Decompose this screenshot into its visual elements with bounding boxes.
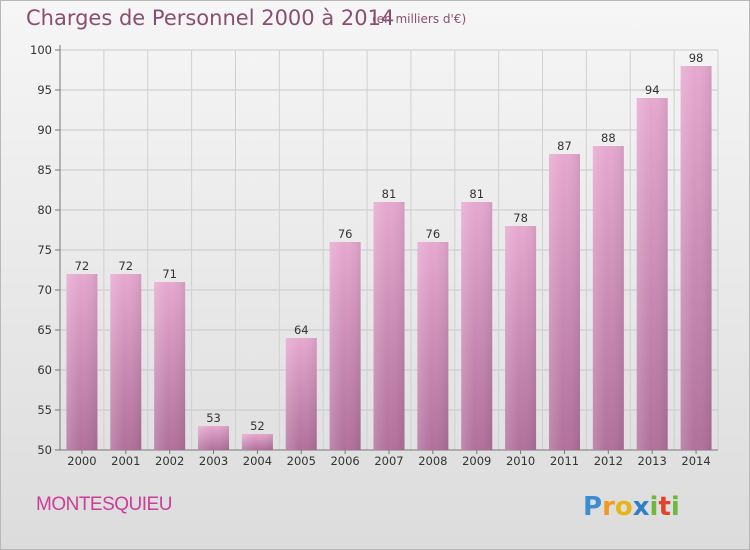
bar-shade xyxy=(66,274,98,450)
data-label-2006: 76 xyxy=(338,227,353,241)
data-label-2010: 78 xyxy=(513,211,528,225)
data-label-2011: 87 xyxy=(557,139,572,153)
bar-shade xyxy=(285,338,317,450)
y-tick-label: 55 xyxy=(37,403,52,417)
x-tick-label-2013: 2013 xyxy=(638,454,667,468)
data-label-2001: 72 xyxy=(118,259,133,273)
x-tick-label-2001: 2001 xyxy=(111,454,140,468)
data-labels: 72 72 71 53 52 64 76 81 76 81 78 87 88 94 98 xyxy=(75,51,704,433)
x-tick-label-2010: 2010 xyxy=(506,454,535,468)
bar-shade xyxy=(505,226,537,450)
data-label-2014: 98 xyxy=(689,51,704,65)
data-label-2002: 71 xyxy=(162,267,177,281)
y-tick-label: 60 xyxy=(37,363,52,377)
data-label-2007: 81 xyxy=(382,187,397,201)
data-label-2009: 81 xyxy=(469,187,484,201)
y-tick-label: 50 xyxy=(37,443,52,457)
y-tick-label: 65 xyxy=(37,323,52,337)
bar-shade xyxy=(329,242,361,450)
bar-shade xyxy=(110,274,142,450)
y-tick-label: 100 xyxy=(30,43,52,57)
x-tick-label-2012: 2012 xyxy=(594,454,623,468)
data-label-2005: 64 xyxy=(294,323,309,337)
y-tick-label: 95 xyxy=(37,83,52,97)
x-tick-label-2004: 2004 xyxy=(243,454,272,468)
x-tick-label-2009: 2009 xyxy=(462,454,491,468)
y-tick-label: 90 xyxy=(37,123,52,137)
x-tick-label-2014: 2014 xyxy=(681,454,710,468)
bar-shade xyxy=(636,98,668,450)
bar-shade xyxy=(154,282,186,450)
y-tick-label: 75 xyxy=(37,243,52,257)
y-tick-label: 80 xyxy=(37,203,52,217)
chart-subtitle: (en milliers d'€) xyxy=(372,12,467,26)
place-name: MONTESQUIEU xyxy=(36,494,172,515)
bar-shade xyxy=(680,66,712,450)
chart-title: Charges de Personnel 2000 à 2014 xyxy=(26,6,395,30)
bar-shade xyxy=(198,426,230,450)
y-tick-label: 70 xyxy=(37,283,52,297)
bar-shade xyxy=(461,202,493,450)
proxiti-logo[interactable]: Proxiti xyxy=(583,488,689,522)
data-label-2004: 52 xyxy=(250,419,265,433)
data-label-2003: 53 xyxy=(206,411,221,425)
y-tick-label: 85 xyxy=(37,163,52,177)
bar-shade xyxy=(241,434,273,450)
x-tick-label-2003: 2003 xyxy=(199,454,228,468)
bar-shade xyxy=(592,146,624,450)
axes: 50 55 60 65 70 75 80 85 90 95 100 2000 2001 2002 2003 2… xyxy=(30,43,718,468)
x-tick-label-2008: 2008 xyxy=(418,454,447,468)
bar-shade xyxy=(548,154,580,450)
bars xyxy=(66,66,712,450)
svg-text:Proxiti: Proxiti xyxy=(583,492,680,522)
x-tick-label-2002: 2002 xyxy=(155,454,184,468)
data-label-2008: 76 xyxy=(426,227,441,241)
x-tick-label-2007: 2007 xyxy=(374,454,403,468)
bar-shade xyxy=(373,202,405,450)
x-tick-label-2011: 2011 xyxy=(550,454,579,468)
data-label-2013: 94 xyxy=(645,83,660,97)
data-label-2000: 72 xyxy=(75,259,90,273)
x-tick-label-2006: 2006 xyxy=(330,454,359,468)
x-tick-label-2000: 2000 xyxy=(67,454,96,468)
data-label-2012: 88 xyxy=(601,131,616,145)
x-tick-label-2005: 2005 xyxy=(287,454,316,468)
bar-shade xyxy=(417,242,449,450)
